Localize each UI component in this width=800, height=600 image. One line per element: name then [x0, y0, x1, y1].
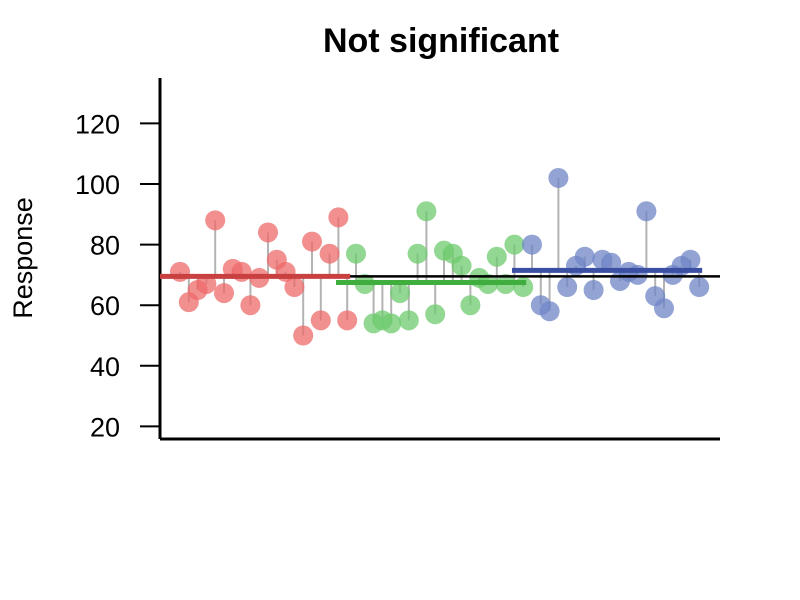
data-point [425, 304, 446, 325]
chart-title: Not significant [323, 22, 559, 60]
data-point [310, 310, 331, 331]
data-point [416, 201, 437, 222]
data-point [390, 283, 410, 304]
data-point [451, 255, 472, 276]
data-point [574, 246, 595, 267]
data-points [170, 167, 710, 346]
mean-lines [160, 267, 720, 285]
data-point [689, 277, 710, 298]
data-point [486, 246, 507, 267]
data-point [539, 301, 560, 322]
data-point [398, 310, 419, 331]
data-point [328, 207, 349, 228]
data-point [557, 277, 578, 298]
y-axis-label: Response [8, 197, 38, 319]
y-tick-label: 80 [90, 231, 120, 261]
y-tick-label: 60 [90, 291, 120, 321]
y-tick-label: 100 [75, 170, 120, 200]
data-point [196, 273, 217, 294]
data-point [460, 295, 481, 316]
data-point [214, 283, 234, 304]
data-point [680, 249, 701, 270]
data-point [302, 231, 322, 252]
y-tick-label: 120 [75, 109, 120, 139]
data-point [337, 310, 358, 331]
y-tick-label: 40 [90, 352, 120, 382]
data-point [583, 280, 604, 301]
data-point [319, 243, 340, 264]
y-ticks: 20 40 60 80 100 120 [75, 109, 160, 442]
data-point [381, 313, 402, 334]
data-point [548, 167, 569, 188]
data-point [346, 243, 366, 264]
data-point [205, 210, 226, 231]
data-point [504, 234, 525, 255]
data-point [284, 277, 305, 298]
data-point [407, 243, 428, 264]
data-point [258, 222, 278, 243]
data-point [654, 298, 674, 319]
data-point [293, 325, 314, 346]
data-point [522, 234, 542, 255]
data-point [240, 295, 261, 316]
data-point [601, 252, 622, 273]
y-tick-label: 20 [90, 412, 120, 442]
data-point [636, 201, 657, 222]
